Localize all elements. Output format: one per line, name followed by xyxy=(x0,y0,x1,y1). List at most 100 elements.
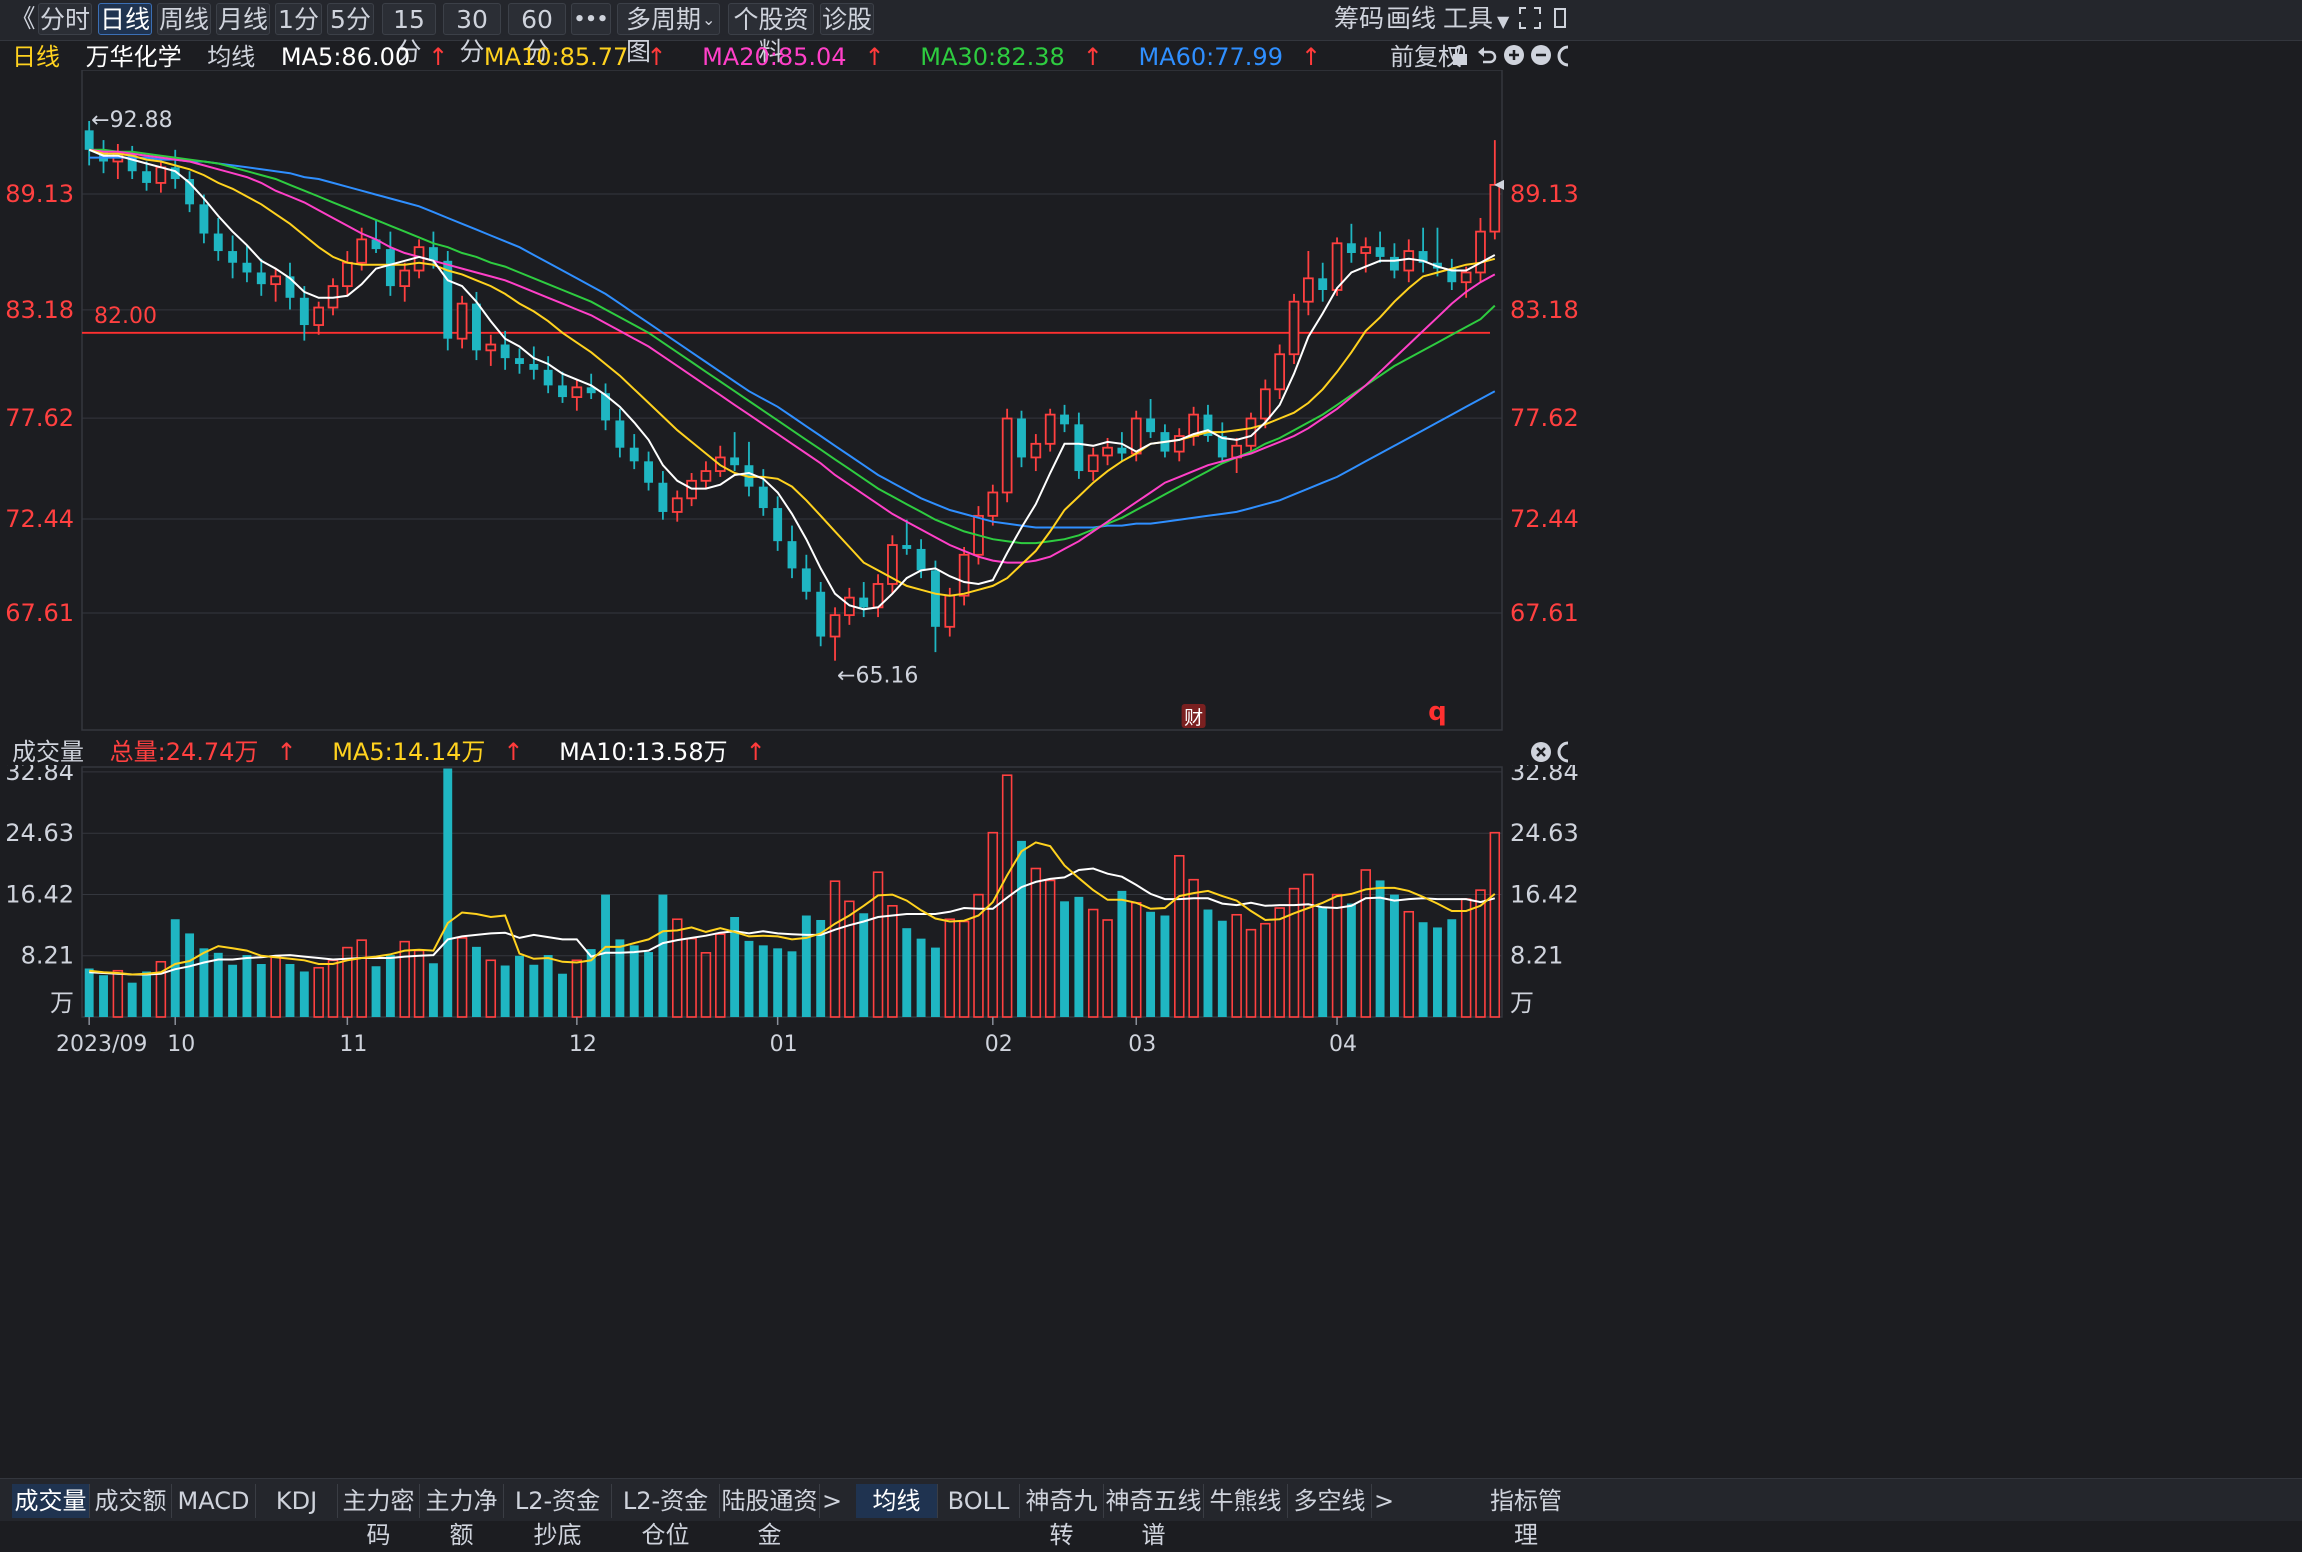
candle-body xyxy=(371,239,381,250)
tab-30min[interactable]: 30分 xyxy=(443,3,501,66)
tools-button[interactable]: 工具 ▼ xyxy=(1443,3,1509,35)
volume-bar xyxy=(371,966,381,1017)
volume-bar xyxy=(1188,878,1199,1018)
volume-bar xyxy=(1318,906,1328,1017)
tab-boll[interactable]: BOLL xyxy=(938,1484,1020,1518)
tab-long-short[interactable]: 多空线 xyxy=(1288,1484,1372,1518)
arrow-up-icon: ↑ xyxy=(428,43,449,71)
volume-bar xyxy=(228,964,238,1017)
index-manage-button[interactable]: 指标管理 xyxy=(1490,1487,1562,1549)
tab-magic-five[interactable]: 神奇五线谱 xyxy=(1104,1484,1204,1549)
stock-info-button[interactable]: 个股资料 xyxy=(728,3,814,66)
x-tick-label: 12 xyxy=(569,1032,597,1057)
tab-kdj[interactable]: KDJ xyxy=(256,1484,338,1518)
volume-bar xyxy=(1245,928,1257,1018)
scroll-right-button[interactable]: > xyxy=(821,1487,843,1515)
tab-l2-bottom[interactable]: L2-资金抄底 xyxy=(504,1484,612,1549)
candle-body xyxy=(1274,353,1286,391)
candle-body xyxy=(586,387,596,394)
tab-turnover[interactable]: 成交额 xyxy=(90,1484,172,1518)
ma60-line xyxy=(89,156,1496,529)
ma30-value: MA30:82.38 ↑ xyxy=(920,43,1103,71)
x-tick-label: 04 xyxy=(1329,1032,1357,1057)
undo-icon[interactable] xyxy=(1476,44,1498,68)
adjust-mode[interactable]: 前复权 xyxy=(1390,43,1462,71)
candle-body xyxy=(471,303,481,351)
tab-main-net[interactable]: 主力净额 xyxy=(420,1484,504,1549)
tab-5min[interactable]: 5分 xyxy=(327,3,374,35)
tab-ma[interactable]: 均线 xyxy=(856,1484,938,1518)
volume-bar xyxy=(313,966,324,1018)
fullscreen-icon[interactable] xyxy=(1517,5,1543,31)
x-tick-label: 02 xyxy=(985,1032,1013,1057)
tab-monthly[interactable]: 月线 xyxy=(216,3,270,35)
settings-icon[interactable] xyxy=(1556,741,1568,763)
lock-icon[interactable] xyxy=(1450,44,1470,68)
volume-bar xyxy=(672,918,683,1018)
price-chart[interactable]: 89.13 89.13 83.18 83.18 77.62 77.62 72.44 72.44… xyxy=(0,70,2302,760)
grid-icon[interactable] xyxy=(1553,5,1567,31)
high-price-label: ←92.88 xyxy=(91,108,172,133)
draw-line-button[interactable]: 画线 xyxy=(1386,4,1437,33)
diagnose-button[interactable]: 诊股 xyxy=(820,3,874,35)
volume-bar xyxy=(327,959,339,1018)
candle-body xyxy=(916,548,926,571)
candle-body xyxy=(1475,230,1486,274)
stock-name[interactable]: 万华化学 xyxy=(85,43,182,71)
ma-title[interactable]: 均线 xyxy=(207,43,256,71)
last-price-marker-icon xyxy=(1494,179,1504,190)
tab-15min[interactable]: 15分 xyxy=(382,3,436,66)
tab-main-code[interactable]: 主力密码 xyxy=(338,1484,420,1549)
volume-bar xyxy=(142,971,151,1017)
candle-body xyxy=(1030,442,1042,459)
zoom-out-icon[interactable] xyxy=(1530,44,1552,66)
volume-bar xyxy=(515,955,524,1017)
tab-60min[interactable]: 60分 xyxy=(508,3,566,66)
tab-1min[interactable]: 1分 xyxy=(275,3,322,35)
volume-bar xyxy=(1060,901,1069,1017)
volume-bar xyxy=(1360,869,1371,1018)
ma60-value: MA60:77.99 ↑ xyxy=(1138,43,1322,71)
volume-title[interactable]: 成交量 xyxy=(12,738,84,766)
volume-total: 总量:24.74万 ↑ xyxy=(109,738,297,766)
zoom-in-icon[interactable] xyxy=(1503,44,1525,66)
volume-bar xyxy=(571,959,583,1018)
candle-body xyxy=(1017,418,1026,458)
volume-chart[interactable]: 32.84 32.84 24.63 24.63 16.42 16.42 8.21 8.21 万 万… xyxy=(0,765,2302,1085)
back-button[interactable]: 《 xyxy=(10,4,36,33)
arrow-up-icon: ↑ xyxy=(745,738,766,766)
candle-body xyxy=(529,363,539,370)
candle-body xyxy=(987,491,999,517)
volume-bar xyxy=(529,964,539,1017)
tab-intraday[interactable]: 分时 xyxy=(38,3,92,35)
scroll-right-button[interactable]: > xyxy=(1373,1487,1395,1515)
volume-bar xyxy=(471,946,481,1017)
tab-macd[interactable]: MACD xyxy=(172,1484,256,1518)
tab-daily[interactable]: 日线 xyxy=(98,3,152,35)
candle-body xyxy=(930,570,940,627)
candle-body xyxy=(1331,242,1343,291)
close-icon[interactable] xyxy=(1530,741,1552,763)
volume-bar xyxy=(944,918,956,1018)
candle-body xyxy=(199,204,209,234)
multi-period-button[interactable]: 多周期图 ⌄ xyxy=(617,3,720,66)
chip-button[interactable]: 筹码 xyxy=(1334,4,1385,33)
tab-l2-position[interactable]: L2-资金仓位 xyxy=(612,1484,720,1549)
candle-body xyxy=(1117,447,1127,454)
candle-body xyxy=(730,457,740,466)
volume-bar xyxy=(930,947,940,1017)
tab-magic-nine[interactable]: 神奇九转 xyxy=(1020,1484,1104,1549)
volume-ma5-line xyxy=(89,841,1496,976)
tab-volume[interactable]: 成交量 xyxy=(12,1484,90,1518)
more-periods-button[interactable]: ••• xyxy=(571,3,611,35)
candle-body xyxy=(1460,271,1472,284)
volume-bar xyxy=(787,951,797,1017)
candle-body xyxy=(413,246,425,272)
volume-bar xyxy=(456,937,468,1018)
volume-bar xyxy=(902,928,912,1017)
settings-icon[interactable] xyxy=(1556,44,1568,68)
tab-bull-bear[interactable]: 牛熊线 xyxy=(1204,1484,1288,1518)
top-toolbar: 《 分时 日线 周线 月线 1分 5分 15分 30分 60分 ••• 多周期图… xyxy=(0,0,2302,66)
tab-connect-funds[interactable]: 陆股通资金 xyxy=(720,1484,820,1549)
tab-weekly[interactable]: 周线 xyxy=(157,3,211,35)
